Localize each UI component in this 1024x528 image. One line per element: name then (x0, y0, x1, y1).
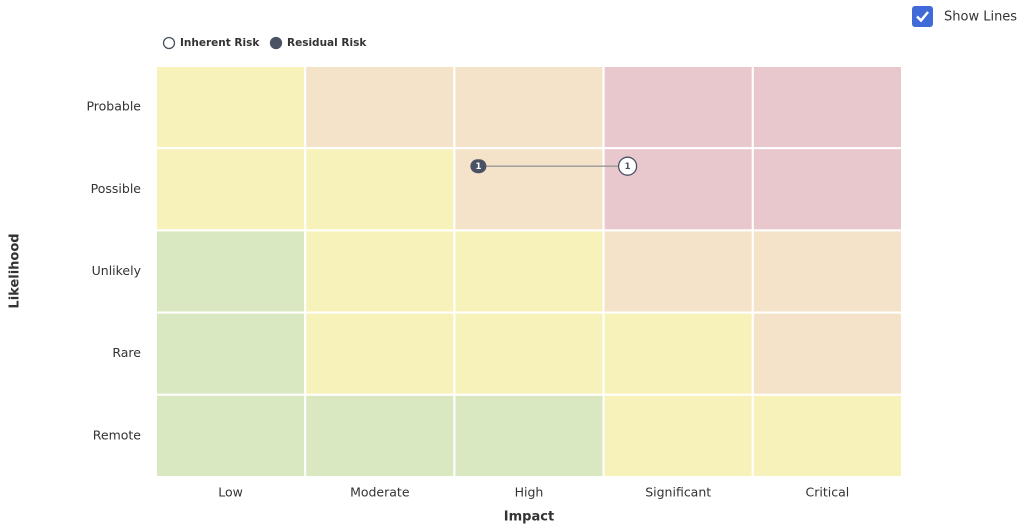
row-label: Remote (93, 427, 142, 442)
risk-cell (751, 65, 903, 150)
row-label: Rare (112, 345, 141, 360)
toggle-label[interactable]: Show Lines (944, 10, 1017, 25)
x-axis-title: Impact (504, 510, 554, 525)
risk-cell (751, 147, 903, 232)
risk-cell (304, 311, 456, 396)
column-label: Significant (645, 485, 711, 500)
legend-symbol (162, 36, 176, 50)
y-axis-title: Likelihood (8, 233, 23, 308)
risk-cell (155, 147, 307, 232)
risk-cell (155, 229, 307, 314)
column-label: Moderate (350, 485, 410, 500)
risk-cell (453, 393, 605, 478)
risk-cell (751, 311, 903, 396)
risk-cell (751, 229, 903, 314)
inherent-marker (617, 156, 638, 176)
row-label: Unlikely (92, 263, 142, 278)
risk-cell (155, 311, 307, 396)
show-lines-checkbox[interactable] (912, 6, 933, 27)
column-label: Critical (806, 485, 850, 500)
checkmark (916, 11, 929, 23)
risk-cell (453, 311, 605, 396)
residual-marker (470, 159, 487, 174)
risk-cell (453, 229, 605, 314)
row-label: Probable (86, 99, 141, 114)
column-label: Low (218, 485, 243, 500)
risk-cell (304, 147, 456, 232)
legend-symbol (269, 36, 283, 50)
risk-cell (602, 311, 754, 396)
row-label: Possible (91, 181, 142, 196)
risk-cell (304, 393, 456, 478)
risk-cell (155, 393, 307, 478)
risk-cell (602, 229, 754, 314)
marker-label: 1 (475, 162, 481, 172)
risk-cell (453, 65, 605, 150)
risk-cell (602, 393, 754, 478)
legend-label: Inherent Risk (180, 37, 260, 49)
risk-cell (751, 393, 903, 478)
risk-cell (304, 65, 456, 150)
column-label: High (515, 485, 544, 500)
risk-cell (602, 65, 754, 150)
marker-label: 1 (625, 162, 631, 172)
risk-cell (155, 65, 307, 150)
risk-cell (304, 229, 456, 314)
legend-label: Residual Risk (287, 37, 367, 49)
